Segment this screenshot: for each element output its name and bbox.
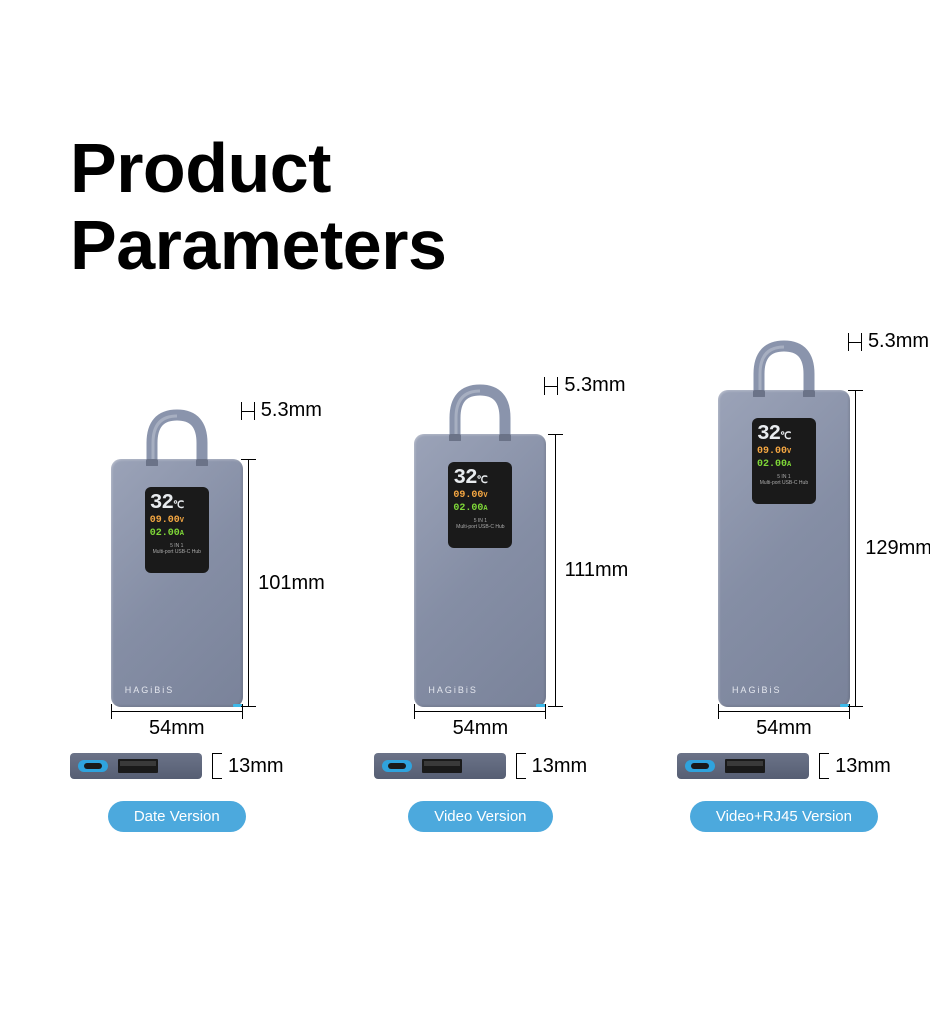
height-label: 101mm [258,572,325,595]
thickness-label: 13mm [532,755,588,778]
device-side [70,753,202,779]
cable-icon [132,401,222,466]
thickness-dim: 13mm [212,753,284,779]
thickness-label: 13mm [835,755,891,778]
device-front: 5.3mm 32℃ 09.00V 02.00A 5 IN 1Multi-port… [718,390,850,707]
product-column: 5.3mm 32℃ 09.00V 02.00A 5 IN 1Multi-port… [70,459,284,832]
usb-a-port-icon [725,759,765,773]
usb-a-port-icon [422,759,462,773]
product-column: 5.3mm 32℃ 09.00V 02.00A 5 IN 1Multi-port… [677,390,891,832]
device-side [677,753,809,779]
cable-width-dim: 5.3mm [544,374,625,397]
product-column: 5.3mm 32℃ 09.00V 02.00A 5 IN 1Multi-port… [374,434,588,832]
width-dim: 54mm [414,711,546,741]
height-label: 111mm [565,559,629,582]
height-label: 129mm [865,537,930,560]
cable-width-dim: 5.3mm [848,330,929,353]
usb-c-port-icon [382,760,412,772]
device-side [374,753,506,779]
version-badge: Date Version [108,801,246,832]
height-dim: 129mm [855,390,930,707]
title-line-1: Product [70,130,446,207]
brand-label: HAGiBiS [428,685,478,695]
version-badge: Video Version [408,801,552,832]
page-title: Product Parameters [70,130,446,284]
cable-width-label: 5.3mm [868,330,929,353]
width-dim: 54mm [111,711,243,741]
cable-width-dim: 5.3mm [241,399,322,422]
height-dim: 111mm [555,434,629,707]
width-label: 54mm [414,717,546,740]
brand-label: HAGiBiS [125,685,175,695]
thickness-dim: 13mm [819,753,891,779]
device-front: 5.3mm 32℃ 09.00V 02.00A 5 IN 1Multi-port… [414,434,546,707]
width-label: 54mm [111,717,243,740]
device-front: 5.3mm 32℃ 09.00V 02.00A 5 IN 1Multi-port… [111,459,243,707]
usb-c-port-icon [685,760,715,772]
title-line-2: Parameters [70,207,446,284]
usb-a-port-icon [118,759,158,773]
cable-width-label: 5.3mm [564,374,625,397]
thickness-dim: 13mm [516,753,588,779]
width-dim: 54mm [718,711,850,741]
cable-icon [739,332,829,397]
brand-label: HAGiBiS [732,685,782,695]
products-row: 5.3mm 32℃ 09.00V 02.00A 5 IN 1Multi-port… [70,390,891,832]
width-label: 54mm [718,717,850,740]
thickness-label: 13mm [228,755,284,778]
version-badge: Video+RJ45 Version [690,801,878,832]
cable-icon [435,376,525,441]
usb-c-port-icon [78,760,108,772]
height-dim: 101mm [248,459,325,707]
device-screen: 32℃ 09.00V 02.00A 5 IN 1Multi-port USB-C… [145,487,209,573]
device-screen: 32℃ 09.00V 02.00A 5 IN 1Multi-port USB-C… [752,418,816,504]
device-screen: 32℃ 09.00V 02.00A 5 IN 1Multi-port USB-C… [448,462,512,548]
cable-width-label: 5.3mm [261,399,322,422]
